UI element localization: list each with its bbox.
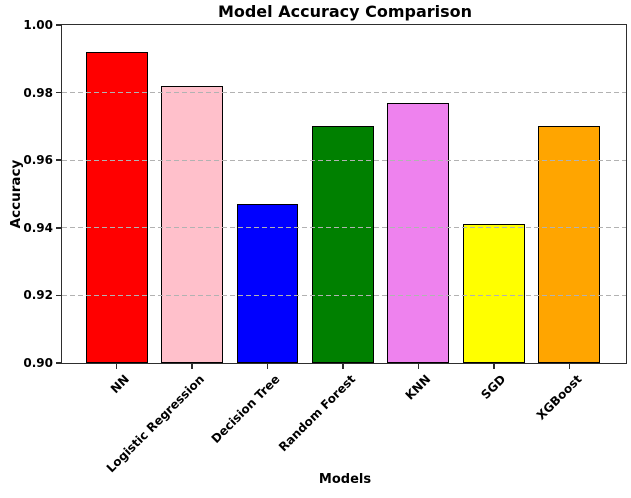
x-tick-mark xyxy=(266,364,269,369)
bar-slot xyxy=(456,25,531,363)
y-tick-label: 0.92 xyxy=(23,288,53,303)
y-tick-mark xyxy=(56,24,61,26)
x-tick-label-random-forest: Random Forest xyxy=(275,372,358,455)
x-axis-label: Models xyxy=(318,472,372,487)
bar-slot xyxy=(154,25,229,363)
bars-container xyxy=(79,25,607,363)
y-tick-label: 0.94 xyxy=(23,220,53,235)
bar-random-forest xyxy=(312,126,374,363)
y-tick-mark xyxy=(56,159,61,161)
bar-slot xyxy=(381,25,456,363)
bar-nn xyxy=(85,52,148,363)
y-tick-label: 0.98 xyxy=(23,85,53,100)
x-tick-mark xyxy=(115,364,118,369)
bar-logistic-regression xyxy=(161,85,224,363)
y-tick-mark xyxy=(56,91,61,94)
x-tick-mark xyxy=(191,364,193,369)
bar-slot xyxy=(79,25,154,363)
x-tick-label-sgd: SGD xyxy=(478,372,509,403)
x-tick-mark xyxy=(417,364,420,369)
x-tick-mark xyxy=(342,364,344,369)
y-tick-mark xyxy=(56,294,61,297)
x-tick-label-nn: NN xyxy=(107,372,132,397)
plot-area: 0.90 0.92 0.94 0.96 0.98 1.00 NN Logistic Regr… xyxy=(23,18,627,475)
x-tick-label-xgboost: XGBoost xyxy=(533,372,585,423)
bar-knn xyxy=(387,102,450,363)
bar-sgd xyxy=(462,224,525,363)
y-tick-label: 0.90 xyxy=(23,356,53,370)
y-tick-mark xyxy=(56,227,61,229)
bar-decision-tree xyxy=(236,204,299,363)
y-tick-label: 1.00 xyxy=(23,18,53,32)
y-tick-label: 0.96 xyxy=(23,153,53,168)
y-axis-label: Accuracy xyxy=(8,159,24,229)
chart-title: Model Accuracy Comparison xyxy=(217,2,473,21)
bar-slot xyxy=(230,25,305,363)
bar-slot xyxy=(305,25,380,363)
x-tick-mark xyxy=(493,364,495,369)
bar-slot xyxy=(532,25,607,363)
bar-xgboost xyxy=(538,126,601,363)
x-tick-label-knn: KNN xyxy=(402,372,434,403)
y-tick-mark xyxy=(56,362,61,364)
x-tick-label-decision-tree: Decision Tree xyxy=(208,372,283,446)
x-tick-mark xyxy=(568,364,571,369)
